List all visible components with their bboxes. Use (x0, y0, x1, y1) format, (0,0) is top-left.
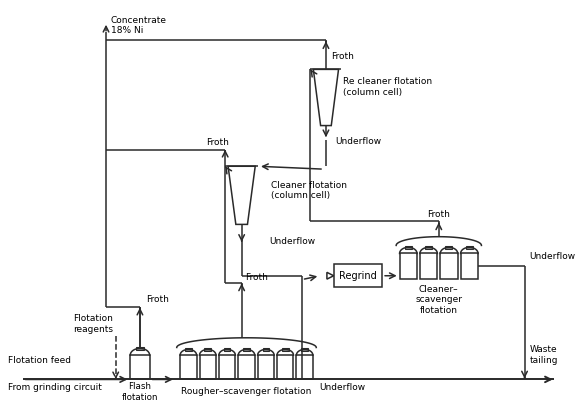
Text: Rougher–scavenger flotation: Rougher–scavenger flotation (181, 388, 312, 397)
Text: Froth: Froth (206, 138, 229, 147)
Bar (238, 355, 255, 379)
Bar (262, 348, 269, 351)
Bar (425, 246, 432, 249)
Bar (282, 348, 289, 351)
Bar (258, 355, 274, 379)
Text: From grinding circuit: From grinding circuit (8, 383, 102, 392)
Text: Flotation
reagents: Flotation reagents (73, 314, 114, 334)
Bar (130, 355, 150, 379)
Bar (461, 254, 478, 279)
Bar (277, 355, 293, 379)
Bar (333, 264, 382, 287)
Text: Cleaner–
scavenger
flotation: Cleaner– scavenger flotation (415, 285, 462, 315)
Text: Froth: Froth (146, 296, 169, 305)
Text: Re cleaner flotation
(column cell): Re cleaner flotation (column cell) (343, 77, 433, 97)
Bar (219, 355, 236, 379)
Text: Cleaner flotation
(column cell): Cleaner flotation (column cell) (271, 181, 347, 200)
Text: Flash
flotation: Flash flotation (122, 382, 158, 402)
Bar (185, 348, 192, 351)
Bar (199, 355, 216, 379)
Text: Waste
tailing: Waste tailing (529, 346, 558, 365)
Bar (420, 254, 437, 279)
Bar (440, 254, 458, 279)
Bar (445, 246, 452, 249)
Bar (301, 348, 308, 351)
Bar (466, 246, 473, 249)
Bar (399, 254, 417, 279)
Text: Froth: Froth (245, 273, 268, 282)
Text: Froth: Froth (427, 210, 450, 219)
Bar (243, 348, 250, 351)
Text: Underflow: Underflow (336, 136, 382, 145)
Bar (180, 355, 196, 379)
Text: Regrind: Regrind (339, 271, 377, 281)
Bar (224, 348, 230, 351)
Text: Underflow: Underflow (319, 383, 365, 392)
Bar (205, 348, 211, 351)
Bar (405, 246, 412, 249)
Text: Froth: Froth (331, 52, 354, 61)
Bar (136, 347, 144, 350)
Text: Underflow: Underflow (529, 252, 575, 261)
Text: Concentrate
18% Ni: Concentrate 18% Ni (111, 16, 167, 35)
Bar (296, 355, 313, 379)
Text: Underflow: Underflow (269, 237, 315, 246)
Text: Flotation feed: Flotation feed (8, 356, 71, 365)
